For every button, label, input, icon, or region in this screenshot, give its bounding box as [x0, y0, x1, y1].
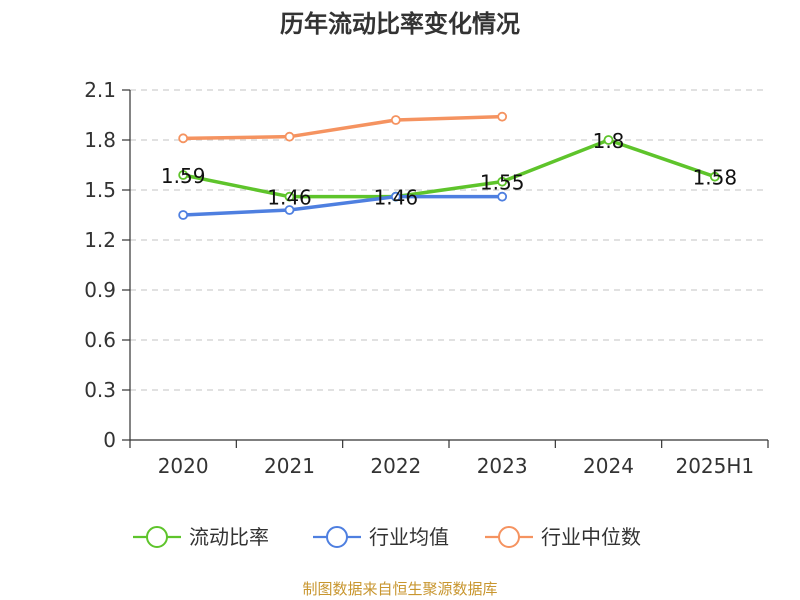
legend-label: 行业中位数 — [541, 525, 641, 549]
legend[interactable]: 流动比率 行业均值 行业中位数 — [133, 525, 641, 549]
data-point[interactable] — [178, 210, 189, 220]
y-tick-label: 1.8 — [84, 128, 116, 152]
series-line-2 — [181, 114, 504, 141]
x-tick-label: 2023 — [477, 454, 528, 478]
data-point[interactable] — [178, 133, 189, 144]
data-point[interactable] — [284, 205, 295, 215]
data-point[interactable] — [603, 135, 614, 145]
legend-marker — [326, 526, 348, 548]
y-tick-label: 2.1 — [84, 78, 116, 102]
data-point[interactable] — [709, 171, 720, 182]
data-labels: 1.59 1.46 1.46 1.55 1.8 1.58 — [161, 129, 737, 210]
data-point[interactable] — [497, 111, 508, 122]
x-tick-label: 2021 — [264, 454, 315, 478]
data-point[interactable] — [284, 191, 295, 202]
y-tick-label: 0 — [103, 428, 116, 452]
data-point[interactable] — [284, 131, 295, 142]
data-point[interactable] — [497, 191, 508, 202]
series-line-0 — [181, 138, 717, 199]
data-label: 1.46 — [374, 186, 419, 210]
y-tick-label: 1.2 — [84, 228, 116, 252]
grid-lines — [130, 89, 768, 391]
y-tick-label: 0.6 — [84, 328, 116, 352]
x-tick-label: 2024 — [583, 454, 634, 478]
series-lines — [178, 111, 720, 220]
legend-label: 流动比率 — [189, 525, 269, 549]
series-line-1 — [181, 194, 504, 217]
data-point[interactable] — [390, 191, 401, 202]
y-tick-label: 0.9 — [84, 278, 116, 302]
x-tick-label: 2022 — [370, 454, 421, 478]
y-tick-label: 0.3 — [84, 378, 116, 402]
data-point[interactable] — [178, 170, 189, 180]
x-tick-label: 2020 — [158, 454, 209, 478]
legend-item[interactable]: 行业中位数 — [485, 525, 641, 549]
data-label: 1.58 — [693, 166, 738, 190]
data-point[interactable] — [390, 115, 401, 125]
data-label: 1.8 — [593, 129, 625, 153]
source-note: 制图数据来自恒生聚源数据库 — [302, 580, 497, 598]
data-label: 1.46 — [267, 186, 312, 210]
data-label: 1.55 — [480, 171, 525, 195]
legend-item[interactable]: 流动比率 — [133, 525, 269, 549]
y-tick-label: 1.5 — [84, 178, 116, 202]
axes: 0 0.3 0.6 0.9 1.2 1.5 1.8 2.1 2020 2021 2022 2023 20… — [84, 78, 769, 478]
x-tick-label: 2025H1 — [675, 454, 754, 478]
legend-marker — [146, 526, 168, 548]
legend-label: 行业均值 — [369, 525, 449, 549]
chart-title: 历年流动比率变化情况 — [280, 10, 520, 38]
data-label: 1.59 — [161, 164, 206, 188]
data-point[interactable] — [497, 176, 508, 187]
legend-marker — [498, 526, 520, 548]
legend-item[interactable]: 行业均值 — [313, 525, 449, 549]
